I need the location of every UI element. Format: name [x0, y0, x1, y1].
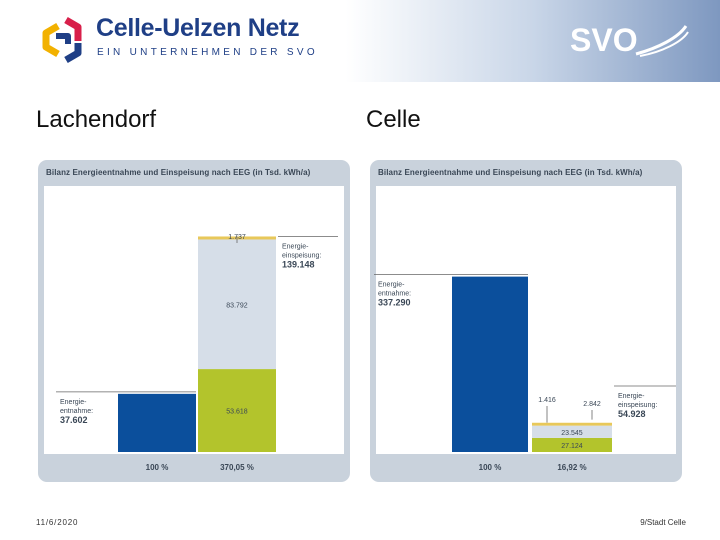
feed-in-segment-bar [532, 419, 612, 423]
feed-in-label-line1: Energie- [618, 393, 645, 400]
column-title-lachendorf: Lachendorf [36, 106, 157, 133]
chart-panel-lachendorf: Bilanz Energieentnahme und Einspeisung n… [38, 160, 350, 482]
chart-title: Bilanz Energieentnahme und Einspeisung n… [46, 168, 311, 177]
feed-in-label-line2: einspeisung: [618, 402, 657, 409]
chart-svg: 27.124 23.545 1.416 2.842 Energie-entnahme:3… [374, 274, 676, 472]
category-label: 16,92 % [557, 463, 586, 472]
feed-in-segment-bar [198, 369, 276, 452]
withdrawal-value-label: 37.602 [60, 415, 88, 425]
segment-value-label: 27.124 [561, 443, 583, 450]
header-banner: Celle-Uelzen Netz EIN UNTERNEHMEN DER SV… [0, 0, 720, 82]
feed-in-value-label: 139.148 [282, 259, 315, 269]
withdrawal-label-line2: entnahme: [60, 408, 93, 415]
chart-panel-celle: Bilanz Energieentnahme und Einspeisung n… [370, 160, 682, 482]
segment-value-label: 23.545 [561, 430, 583, 437]
company-name: Celle-Uelzen Netz [96, 14, 300, 42]
category-label: 370,05 % [220, 463, 254, 472]
withdrawal-label-line2: entnahme: [378, 291, 411, 298]
feed-in-segment-bar [532, 437, 612, 452]
withdrawal-value-label: 337.290 [378, 298, 411, 308]
company-tagline: EIN UNTERNEHMEN DER SVO [97, 47, 318, 58]
segment-value-label: 83.792 [226, 302, 248, 309]
svo-logo-text: SVO [570, 22, 638, 58]
withdrawal-bar [452, 276, 528, 452]
feed-in-segment-bar [198, 239, 276, 370]
withdrawal-bar [118, 393, 196, 452]
feed-in-label-line1: Energie- [282, 243, 309, 250]
segment-value-label: 53.618 [226, 409, 248, 416]
feed-in-value-label: 54.928 [618, 409, 646, 419]
segment-value-label: 2.842 [583, 401, 601, 408]
category-label: 100 % [146, 463, 169, 472]
feed-in-segment-bar [532, 425, 612, 438]
chart-svg: 53.618 83.792 1.737 Energie-entnahme:37.602… [56, 234, 338, 472]
feed-in-segment-bar [532, 422, 612, 426]
column-title-celle: Celle [366, 106, 421, 133]
footer-date: 11/6/2020 [36, 518, 79, 527]
feed-in-label-line2: einspeisung: [282, 252, 321, 259]
svo-logo: SVO [570, 22, 689, 58]
segment-value-label: 1.737 [228, 234, 246, 241]
footer-page-number: 9/Stadt Celle [640, 518, 686, 527]
segment-value-label: 1.416 [538, 397, 556, 404]
withdrawal-label-line1: Energie- [378, 282, 405, 289]
category-label: 100 % [479, 463, 502, 472]
chart-title: Bilanz Energieentnahme und Einspeisung n… [378, 168, 643, 177]
celle-uelzen-logo-icon [42, 16, 82, 64]
withdrawal-label-line1: Energie- [60, 399, 87, 406]
